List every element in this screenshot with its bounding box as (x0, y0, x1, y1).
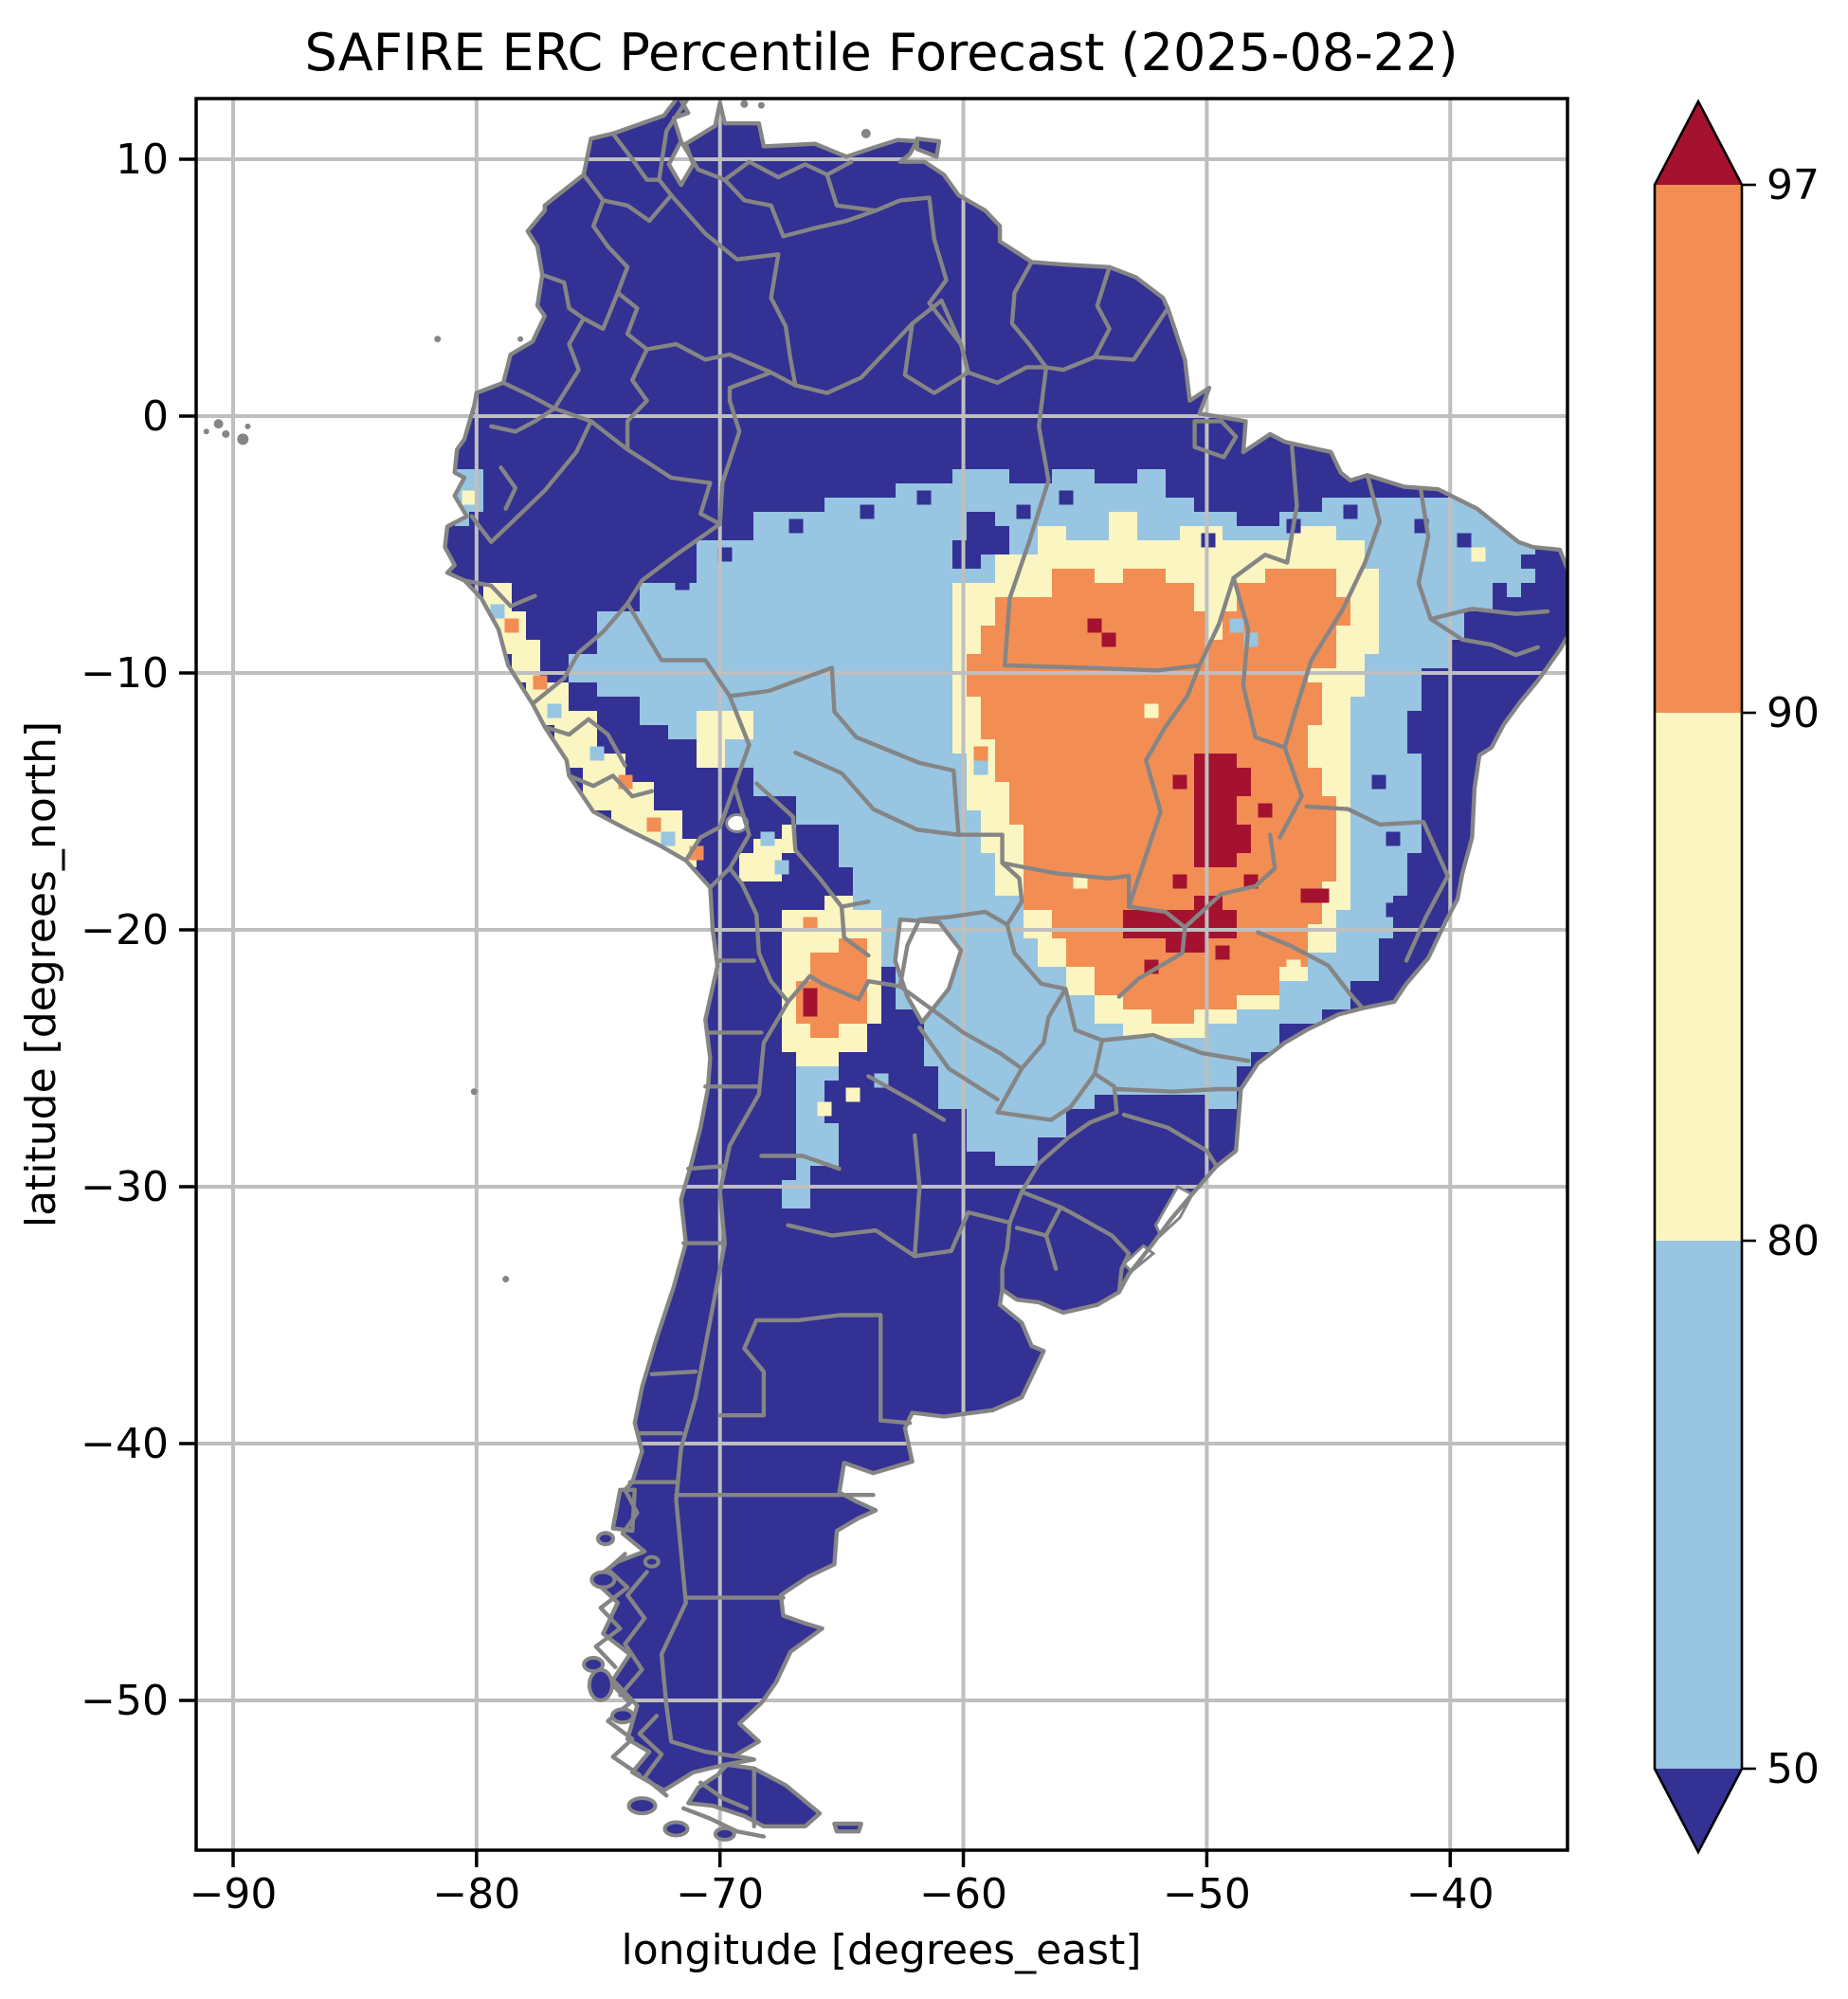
plot-frame: −90 −80 −70 −60 −50 −40 10 0 −10 −20 −30 −40 −50 (81, 97, 1569, 1918)
x-axis-label: longitude [degrees_east] (622, 1926, 1142, 1974)
colorbar-tick-label: 97 (1766, 161, 1820, 209)
y-axis-label: latitude [degrees_north] (17, 721, 65, 1227)
colorbar-tick-label: 50 (1766, 1745, 1820, 1793)
colorbar-tick-label: 90 (1766, 689, 1820, 737)
y-tick-label: −30 (81, 1163, 169, 1211)
x-tick-label: −60 (919, 1870, 1007, 1918)
y-tick-label: −10 (81, 649, 169, 698)
x-tick-label: −50 (1163, 1870, 1251, 1918)
y-tick-label: −20 (81, 906, 169, 954)
x-tick-label: −70 (676, 1870, 764, 1918)
x-tick-label: −40 (1406, 1870, 1495, 1918)
colorbar-tick-label: 80 (1766, 1217, 1820, 1265)
page-title: SAFIRE ERC Percentile Forecast (2025-08-… (304, 23, 1458, 82)
y-tick-label: −50 (81, 1677, 169, 1725)
y-tick-label: 0 (142, 392, 169, 441)
x-tick-label: −90 (190, 1870, 278, 1918)
admin-borders (203, 99, 1567, 1842)
map-layer (196, 99, 1567, 1850)
x-tick-label: −80 (432, 1870, 520, 1918)
y-tick-label: −40 (81, 1420, 169, 1468)
y-tick-label: 10 (116, 136, 169, 184)
percentile-raster (455, 469, 1535, 1223)
colorbar: 97 90 80 50 (1653, 99, 1820, 1855)
gridlines (196, 99, 1567, 1850)
